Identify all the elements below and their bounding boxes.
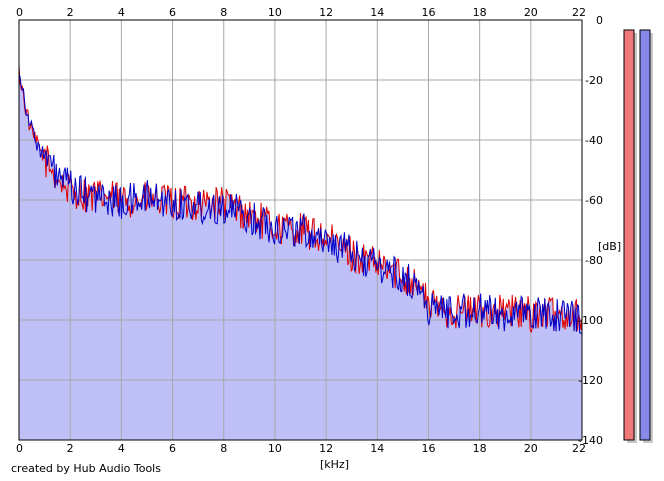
plot-frame	[18, 19, 583, 441]
y-tick-label: -60	[585, 194, 603, 207]
x-tick-label: 20	[524, 6, 538, 19]
x-tick-label: 22	[572, 6, 586, 19]
x-tick-label: 14	[370, 442, 384, 455]
y-tick-labels: 0 -20 -40 -60 -80 -100 -120 -140	[578, 14, 603, 447]
x-tick-label: 16	[421, 442, 435, 455]
x-tick-label: 12	[319, 442, 333, 455]
x-tick-label: 18	[473, 6, 487, 19]
x-tick-label: 0	[16, 6, 23, 19]
level-meter-left	[623, 29, 635, 441]
y-tick-label: -140	[578, 434, 603, 447]
x-tick-label: 12	[319, 6, 333, 19]
y-tick-label: 0	[596, 14, 603, 27]
x-tick-label: 6	[169, 6, 176, 19]
y-tick-label: -20	[585, 74, 603, 87]
y-tick-label: -80	[585, 254, 603, 267]
x-tick-label: 4	[118, 442, 125, 455]
spectrum-fill	[19, 64, 582, 441]
x-tick-label: 10	[268, 442, 282, 455]
series-line-left	[18, 64, 583, 334]
x-tick-label: 16	[421, 6, 435, 19]
x-tick-label: 0	[16, 442, 23, 455]
x-tick-label: 14	[370, 6, 384, 19]
credit-label: created by Hub Audio Tools	[11, 462, 161, 475]
y-tick-label: -40	[585, 134, 603, 147]
series-line-right	[18, 73, 583, 335]
x-tick-label: 6	[169, 442, 176, 455]
x-tick-label: 4	[118, 6, 125, 19]
level-meter-right	[639, 29, 651, 441]
level-meters	[623, 29, 653, 443]
x-tick-label: 22	[572, 442, 586, 455]
x-tick-label: 20	[524, 442, 538, 455]
x-tick-label: 18	[473, 442, 487, 455]
x-tick-label: 8	[220, 442, 227, 455]
x-tick-label: 10	[268, 6, 282, 19]
y-tick-label: -120	[578, 374, 603, 387]
y-axis-label: [dB]	[598, 240, 621, 253]
x-axis-label: [kHz]	[320, 458, 349, 471]
x-tick-label: 2	[67, 442, 74, 455]
x-tick-label: 8	[220, 6, 227, 19]
x-tick-label: 2	[67, 6, 74, 19]
y-tick-label: -100	[578, 314, 603, 327]
